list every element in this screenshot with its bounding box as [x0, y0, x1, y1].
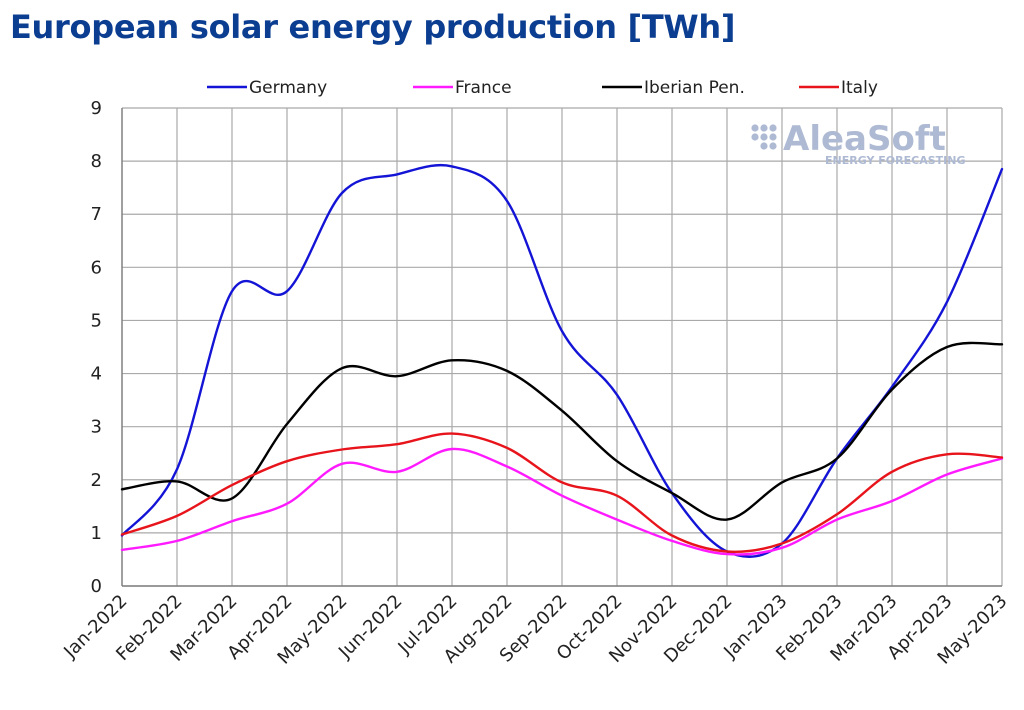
logo-dot: [760, 142, 768, 150]
logo-dot: [769, 133, 777, 141]
legend-label: Germany: [249, 78, 327, 98]
legend-item-italy: Italy: [799, 78, 878, 98]
y-tick-label: 9: [91, 98, 102, 119]
watermark-sub: ENERGY FORECASTING: [825, 154, 965, 167]
series-line-germany: [120, 163, 1004, 558]
logo-dot: [751, 124, 759, 132]
legend-item-germany: Germany: [207, 78, 327, 98]
y-tick-label: 1: [91, 523, 102, 544]
logo-dot: [760, 124, 768, 132]
watermark-brand: AleaSoft: [783, 119, 946, 159]
chart-title: European solar energy production [TWh]: [10, 8, 736, 46]
legend-label: Iberian Pen.: [644, 78, 745, 98]
series-line-iberian-pen: [120, 341, 1004, 521]
y-axis-ticks: 0 1 2 3 4 5 6 7 8 9: [91, 98, 102, 597]
y-tick-label: 7: [91, 204, 102, 225]
y-tick-label: 5: [91, 310, 102, 331]
series-line-italy: [120, 432, 1004, 553]
logo-dot: [769, 142, 777, 150]
logo-dot: [751, 133, 759, 141]
grid: [122, 107, 1003, 587]
y-tick-label: 6: [91, 257, 102, 278]
y-tick-label: 0: [91, 576, 102, 597]
legend-item-france: France: [413, 78, 512, 98]
logo-dot: [769, 124, 777, 132]
series-line-france: [120, 447, 1004, 556]
axes: [121, 108, 1002, 587]
y-tick-label: 2: [91, 470, 102, 491]
y-tick-label: 8: [91, 151, 102, 172]
logo-dot: [760, 133, 768, 141]
y-tick-label: 3: [91, 417, 102, 438]
legend-label: Italy: [841, 78, 878, 98]
legend-item-iberian-pen: Iberian Pen.: [602, 78, 745, 98]
legend: Germany France Iberian Pen. Italy: [207, 78, 878, 98]
series-lines: [120, 163, 1004, 558]
legend-label: France: [455, 78, 512, 98]
x-axis-ticks: Jan-2022Feb-2022Mar-2022Apr-2022May-2022…: [59, 591, 1011, 669]
y-tick-label: 4: [91, 364, 102, 385]
